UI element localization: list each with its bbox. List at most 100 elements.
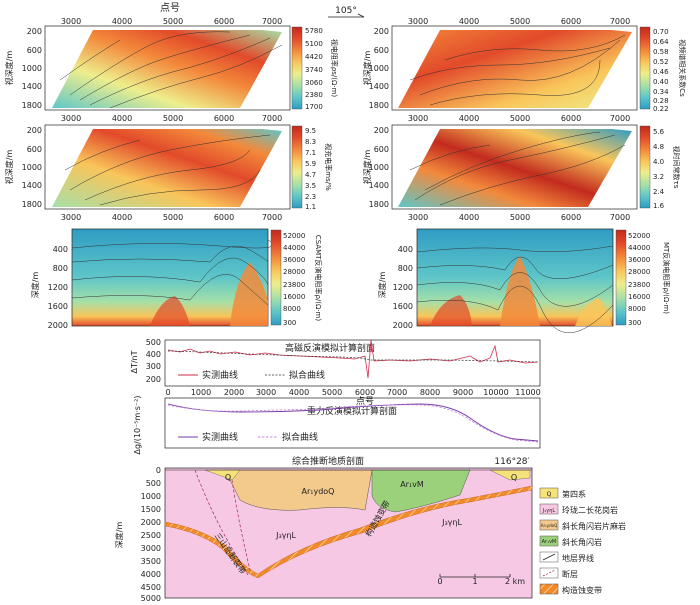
y-ticks: 200 600 1000 1400 1800	[22, 126, 42, 209]
legend-swatch-alteration	[539, 583, 559, 595]
colorbar-tick: 2380	[305, 91, 323, 99]
colorbar-tick: 4.0	[653, 158, 664, 166]
x-tick-label: 6000	[214, 213, 234, 222]
y-axis-label: 视深度/m	[4, 51, 14, 86]
y-tick-label: 3500	[141, 557, 161, 566]
colorbar-tick: 0.52	[653, 58, 669, 66]
y-tick-label: 200	[27, 27, 42, 36]
colorbar-ticks: 5.6 4.8 4.0 3.2 2.4 1.6	[653, 128, 665, 210]
contour-field	[52, 129, 282, 207]
legend-fitted-label: 拟合曲线	[289, 369, 325, 381]
x-tick-label: 0	[165, 388, 170, 397]
y-tick-label: 200	[374, 126, 389, 135]
y-ticks: 200 600 1000 1400 1800	[369, 126, 389, 209]
geo-y-ticks: 0 500 1000 1500 2000 2500 3000 3500 4000…	[141, 466, 161, 603]
colorbar-tick: 0.34	[653, 88, 669, 96]
contour-lines	[409, 131, 626, 206]
legend-swatch-gneiss	[539, 519, 559, 531]
panel-apparent-resistivity: 3000 4000 5000 6000 7000 200 600 1000 14…	[4, 17, 339, 123]
panel-apparent-chargeability: 200 600 1000 1400 1800 视深度/m 9.5 8.3 7.1…	[4, 124, 333, 222]
x-tick-label: 7000	[262, 17, 282, 26]
colorbar-tick: 0.58	[653, 48, 669, 56]
x-tick-label: 8000	[420, 388, 440, 397]
colorbar-tick: 0.70	[653, 28, 669, 36]
colorbar-tick: 52000	[628, 232, 650, 240]
y-tick-label: 400	[398, 245, 413, 254]
colorbar	[270, 229, 282, 326]
contour-lines	[64, 134, 271, 206]
legend-label: 玲珑二长花岗岩	[562, 505, 618, 515]
colorbar-tick: 36000	[283, 256, 305, 264]
y-tick-label: 1800	[22, 101, 42, 110]
legend-label: 斜长角闪岩	[562, 537, 602, 547]
plot-frame	[164, 339, 541, 387]
y-tick-label: 1200	[393, 283, 413, 292]
panel-spectral-correlation: 3000 4000 5000 6000 7000 200 600 1000 14…	[362, 17, 687, 123]
y-tick-label: 200	[374, 27, 389, 36]
y-tick-label: 1000	[141, 492, 161, 501]
contour-lines	[59, 31, 283, 109]
x-tick-label: 7000	[610, 17, 630, 26]
legend-label: 斜长角闪岩片麻岩	[562, 521, 626, 531]
legend-fitted-label: 拟合曲线	[282, 431, 318, 443]
anomaly-left	[150, 296, 190, 326]
x-tick-label: 9000	[453, 388, 473, 397]
colorbar-tick: 16000	[283, 293, 305, 301]
y-tick-label: 600	[27, 145, 42, 154]
panel-time-constant: 200 600 1000 1400 1800 视深度/m 5.6 4.8 4.0…	[362, 124, 681, 222]
colorbar-tick: 8.3	[305, 138, 316, 146]
x-tick-label: 3000	[408, 213, 428, 222]
y-tick-label: 1600	[48, 302, 68, 311]
label-gneiss: Ar₁ydoQ	[302, 487, 335, 496]
legend-swatch-quaternary	[539, 487, 559, 499]
colorbar-tick: 5100	[305, 40, 323, 48]
colorbar-tick: 44000	[628, 244, 650, 252]
colorbar-tick: 7.1	[305, 149, 316, 157]
y-ticks: 400 800 1200 1600 2000	[48, 245, 68, 330]
x-ticks-bottom: 3000 4000 5000 6000 7000	[61, 213, 282, 222]
x-tick-label: 7000	[262, 114, 282, 123]
colorbar-tick: 5.9	[305, 160, 316, 168]
y-axis-label: 深度/m	[377, 272, 387, 299]
mag-measured-curve	[167, 339, 539, 379]
y-tick-label: 4000	[141, 570, 161, 579]
y-tick-label: 1400	[369, 82, 389, 91]
y-axis-label: 视深度/m	[362, 150, 372, 185]
x-tick-label: 11000	[515, 388, 540, 397]
y-tick-label: 1000	[22, 64, 42, 73]
colorbar-tick: 44000	[283, 244, 305, 252]
contour-lines	[71, 239, 274, 306]
geo-section: 综合推断地质剖面 116°28′ Q Q Ar₁ydoQ Ar₁vM J₃γηL…	[114, 455, 533, 603]
colorbar	[291, 26, 303, 110]
mag-profile: 高磁反演模拟计算剖面 ΔT/nT 500 400 300 200 实测曲线 拟合…	[130, 338, 541, 387]
grav-x-title: 点号	[356, 396, 374, 407]
azimuth-arrow-head	[357, 13, 365, 18]
colorbar-tick: 3.2	[653, 173, 664, 181]
legend-measured-label: 实测曲线	[202, 431, 238, 443]
anomaly-right	[230, 262, 268, 326]
colorbar-label: 视时间常数τs	[672, 146, 681, 189]
colorbar-tick: 52000	[283, 232, 305, 240]
scale-tick: 0	[437, 577, 442, 586]
scale-tick: 2 km	[505, 577, 525, 586]
legend-swatch-amphibolite	[539, 535, 559, 547]
y-tick-label: 500	[146, 479, 161, 488]
x-tick-label: 7000	[610, 114, 630, 123]
y-tick-label: 2000	[48, 321, 68, 330]
fault-line	[194, 469, 249, 576]
x-tick-label: 4000	[112, 114, 132, 123]
colorbar-tick: 8000	[283, 305, 301, 313]
y-tick-label: 1400	[369, 181, 389, 190]
y-tick-label: 200	[27, 126, 42, 135]
colorbar-tick: 0.46	[653, 68, 669, 76]
legend-code: Ar₁vM	[542, 539, 557, 545]
y-tick-label: 2000	[393, 321, 413, 330]
geo-legend: Q 第四系 J₃γηL 玲珑二长花岗岩 Ar₁ydoQ 斜长角闪岩片麻岩 Ar₁…	[539, 487, 626, 595]
legend-code: Ar₁ydoQ	[541, 523, 558, 528]
x-tick-label: 6000	[214, 114, 234, 123]
y-ticks: 400 800 1200 1600 2000	[393, 245, 413, 330]
x-tick-label: 3000	[408, 114, 428, 123]
colorbar-tick: 3.5	[305, 182, 316, 190]
y-tick-label: 600	[374, 145, 389, 154]
